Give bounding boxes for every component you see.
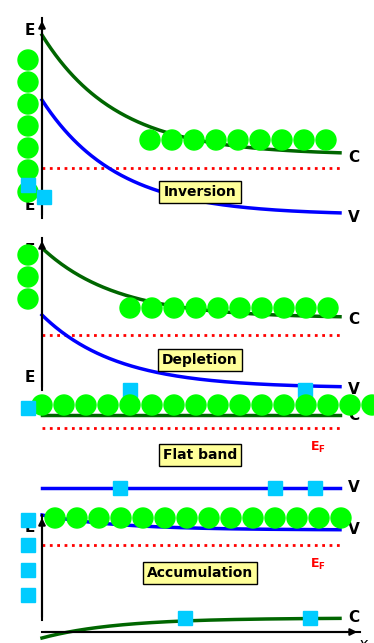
Circle shape bbox=[120, 395, 140, 415]
Bar bbox=[123, 383, 137, 397]
Circle shape bbox=[274, 395, 294, 415]
Circle shape bbox=[18, 50, 38, 70]
Text: V: V bbox=[348, 523, 360, 538]
Circle shape bbox=[54, 395, 74, 415]
Circle shape bbox=[316, 130, 336, 150]
Bar bbox=[308, 481, 322, 495]
Text: V: V bbox=[348, 210, 360, 226]
Text: $\mathbf{E_F}$: $\mathbf{E_F}$ bbox=[310, 557, 326, 572]
Circle shape bbox=[331, 508, 351, 528]
Circle shape bbox=[133, 508, 153, 528]
Text: E: E bbox=[25, 520, 35, 535]
Circle shape bbox=[162, 130, 182, 150]
Circle shape bbox=[287, 508, 307, 528]
Circle shape bbox=[362, 395, 374, 415]
Text: $\mathbf{E_F}$: $\mathbf{E_F}$ bbox=[310, 440, 326, 455]
Circle shape bbox=[208, 298, 228, 318]
Circle shape bbox=[18, 289, 38, 309]
Circle shape bbox=[18, 160, 38, 180]
Circle shape bbox=[318, 395, 338, 415]
Circle shape bbox=[243, 508, 263, 528]
Circle shape bbox=[318, 298, 338, 318]
Circle shape bbox=[230, 298, 250, 318]
Circle shape bbox=[186, 395, 206, 415]
Text: C: C bbox=[348, 408, 359, 422]
Circle shape bbox=[45, 508, 65, 528]
Text: Accumulation: Accumulation bbox=[147, 566, 253, 580]
Circle shape bbox=[89, 508, 109, 528]
Circle shape bbox=[252, 395, 272, 415]
Circle shape bbox=[294, 130, 314, 150]
Circle shape bbox=[274, 298, 294, 318]
Circle shape bbox=[199, 508, 219, 528]
Circle shape bbox=[184, 130, 204, 150]
Circle shape bbox=[140, 130, 160, 150]
Circle shape bbox=[111, 508, 131, 528]
Text: E: E bbox=[25, 370, 35, 385]
Bar bbox=[113, 481, 127, 495]
Circle shape bbox=[164, 395, 184, 415]
Circle shape bbox=[340, 395, 360, 415]
Circle shape bbox=[177, 508, 197, 528]
Text: V: V bbox=[348, 480, 360, 496]
Circle shape bbox=[18, 138, 38, 158]
Circle shape bbox=[18, 72, 38, 92]
Circle shape bbox=[18, 116, 38, 136]
Text: Flat band: Flat band bbox=[163, 448, 237, 462]
Bar bbox=[21, 563, 35, 577]
Text: C: C bbox=[348, 150, 359, 165]
Circle shape bbox=[120, 298, 140, 318]
Bar bbox=[37, 190, 51, 204]
Circle shape bbox=[265, 508, 285, 528]
Circle shape bbox=[186, 298, 206, 318]
Circle shape bbox=[18, 245, 38, 265]
Circle shape bbox=[296, 298, 316, 318]
Circle shape bbox=[252, 298, 272, 318]
Circle shape bbox=[206, 130, 226, 150]
Text: V: V bbox=[348, 383, 360, 397]
Bar bbox=[21, 513, 35, 527]
Bar bbox=[303, 611, 317, 625]
Text: C: C bbox=[348, 610, 359, 626]
Text: E: E bbox=[25, 243, 35, 258]
Circle shape bbox=[18, 94, 38, 114]
Text: Inversion: Inversion bbox=[163, 185, 236, 199]
Circle shape bbox=[142, 298, 162, 318]
Text: x: x bbox=[358, 637, 367, 643]
Bar bbox=[21, 401, 35, 415]
Circle shape bbox=[296, 395, 316, 415]
Bar bbox=[268, 481, 282, 495]
Circle shape bbox=[228, 130, 248, 150]
Bar bbox=[21, 588, 35, 602]
Circle shape bbox=[76, 395, 96, 415]
Text: Depletion: Depletion bbox=[162, 353, 238, 367]
Circle shape bbox=[221, 508, 241, 528]
Text: E: E bbox=[25, 198, 35, 213]
Text: E: E bbox=[25, 23, 35, 38]
Bar bbox=[21, 538, 35, 552]
Bar bbox=[298, 383, 312, 397]
Circle shape bbox=[18, 267, 38, 287]
Circle shape bbox=[309, 508, 329, 528]
Circle shape bbox=[67, 508, 87, 528]
Circle shape bbox=[208, 395, 228, 415]
Circle shape bbox=[142, 395, 162, 415]
Text: C: C bbox=[348, 312, 359, 327]
Circle shape bbox=[230, 395, 250, 415]
Circle shape bbox=[98, 395, 118, 415]
Circle shape bbox=[164, 298, 184, 318]
Circle shape bbox=[155, 508, 175, 528]
Bar bbox=[178, 611, 192, 625]
Circle shape bbox=[272, 130, 292, 150]
Circle shape bbox=[32, 395, 52, 415]
Circle shape bbox=[250, 130, 270, 150]
Circle shape bbox=[18, 182, 38, 202]
Bar bbox=[21, 178, 35, 192]
